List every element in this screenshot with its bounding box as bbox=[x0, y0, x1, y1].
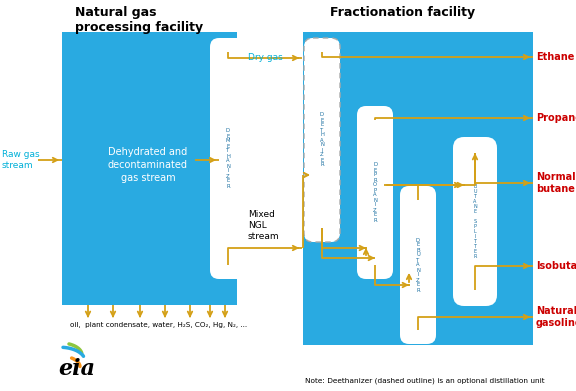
Text: Normal
butane: Normal butane bbox=[536, 172, 575, 194]
Text: Natural gas
processing facility: Natural gas processing facility bbox=[75, 6, 203, 34]
Text: Raw gas
stream: Raw gas stream bbox=[2, 150, 40, 170]
Text: D
E
M
E
T
H
A
N
I
Z
E
R: D E M E T H A N I Z E R bbox=[226, 129, 230, 188]
Text: Propane: Propane bbox=[536, 113, 576, 123]
FancyBboxPatch shape bbox=[304, 38, 340, 242]
Text: D
E
B
U
T
A
N
I
Z
E
R: D E B U T A N I Z E R bbox=[416, 237, 420, 292]
Bar bbox=[62, 32, 237, 305]
Text: Ethane: Ethane bbox=[536, 52, 574, 62]
Text: D
E
E
T
H
A
N
I
Z
E
R: D E E T H A N I Z E R bbox=[320, 113, 324, 167]
FancyBboxPatch shape bbox=[357, 106, 393, 279]
Text: eia: eia bbox=[59, 358, 96, 380]
FancyBboxPatch shape bbox=[453, 137, 497, 306]
FancyBboxPatch shape bbox=[210, 38, 246, 279]
Text: Fractionation facility: Fractionation facility bbox=[330, 6, 475, 19]
Text: D
E
P
R
O
P
A
N
I
Z
E
R: D E P R O P A N I Z E R bbox=[373, 163, 377, 222]
Bar bbox=[303, 32, 533, 345]
Text: Note: Deethanizer (dashed outline) is an optional distillation unit: Note: Deethanizer (dashed outline) is an… bbox=[305, 377, 545, 384]
Text: Dehydrated and
decontaminated
gas stream: Dehydrated and decontaminated gas stream bbox=[108, 147, 188, 183]
FancyBboxPatch shape bbox=[400, 186, 436, 344]
Text: B
U
T
A
N
E
 
S
P
L
I
T
T
E
R: B U T A N E S P L I T T E R bbox=[473, 184, 477, 259]
Text: Mixed
NGL
stream: Mixed NGL stream bbox=[248, 210, 279, 241]
Text: Dry gas: Dry gas bbox=[248, 52, 283, 61]
Text: oil,  plant condensate, water, H₂S, CO₂, Hg, N₂, ...: oil, plant condensate, water, H₂S, CO₂, … bbox=[70, 322, 247, 328]
Text: Isobutane: Isobutane bbox=[536, 261, 576, 271]
Text: Natural
gasoline: Natural gasoline bbox=[536, 306, 576, 328]
